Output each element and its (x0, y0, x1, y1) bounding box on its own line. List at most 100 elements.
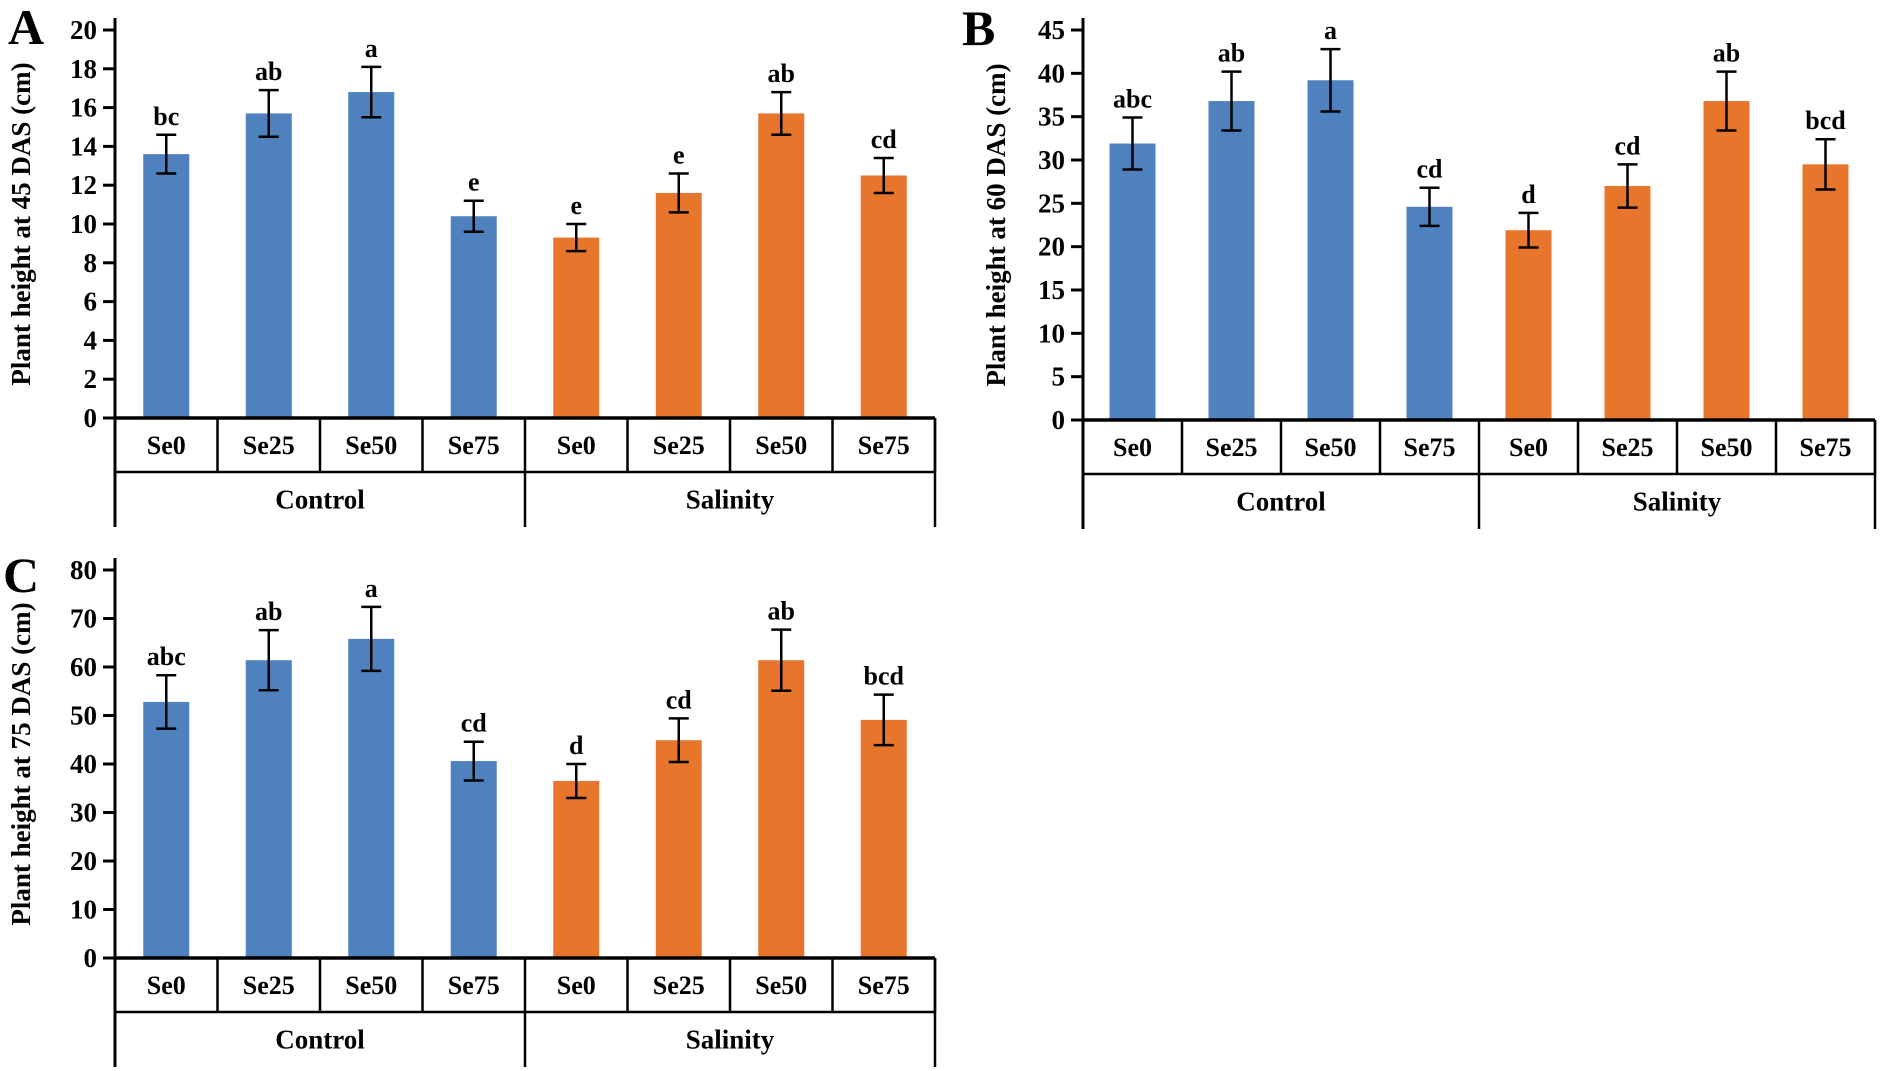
x-category-label: Se0 (557, 971, 596, 1000)
y-tick-label: 80 (70, 555, 97, 585)
y-tick-label: 2 (84, 364, 98, 394)
x-category-label: Se75 (858, 431, 910, 460)
y-tick-label: 5 (1052, 362, 1066, 392)
x-category-label: Se0 (557, 431, 596, 460)
sig-letter: a (1324, 16, 1337, 45)
x-category-label: Se0 (147, 971, 186, 1000)
x-category-label: Se25 (653, 431, 705, 460)
chart-A: A Plant height at 45 DAS (cm) 0 2 4 6 8 10 12 14 1… (6, 0, 937, 527)
bar-salinity-se50 (758, 660, 805, 958)
panel-label: B (962, 0, 995, 56)
y-tick-label: 0 (1052, 405, 1066, 435)
y-tick-label: 35 (1038, 102, 1065, 132)
x-category-label: Se0 (1113, 433, 1152, 462)
y-tick-label: 10 (1038, 318, 1065, 348)
sig-letter: ab (1713, 39, 1740, 68)
x-category-label: Se50 (345, 971, 397, 1000)
x-category-label: Se75 (1800, 433, 1852, 462)
y-axis-title: Plant height at 60 DAS (cm) (981, 63, 1011, 386)
sig-letter: bcd (864, 662, 905, 691)
y-tick-label: 40 (70, 749, 97, 779)
x-category-label: Se50 (755, 431, 807, 460)
sig-letter: cd (461, 709, 488, 738)
x-category-label: Se25 (1602, 433, 1654, 462)
sig-letter: abc (1113, 85, 1152, 114)
sig-letter: cd (871, 125, 898, 154)
y-tick-label: 10 (70, 209, 97, 239)
x-category-label: Se50 (1701, 433, 1753, 462)
x-category-label: Se50 (345, 431, 397, 460)
bar-salinity-se75 (860, 719, 907, 958)
bar-salinity-se0 (553, 780, 600, 958)
y-axis-title: Plant height at 45 DAS (cm) (6, 62, 36, 385)
y-tick-label: 0 (84, 943, 98, 973)
sig-letter: cd (1417, 155, 1444, 184)
bar-salinity-se25 (655, 740, 702, 958)
sig-letter: e (468, 168, 480, 197)
y-tick-label: 15 (1038, 275, 1065, 305)
x-category-label: Se0 (147, 431, 186, 460)
x-category-label: Se75 (1404, 433, 1456, 462)
sig-letter: ab (255, 597, 282, 626)
bar-control-se50 (348, 638, 395, 958)
bar-salinity-se50 (758, 113, 805, 419)
y-tick-label: 20 (1038, 232, 1065, 262)
y-tick-label: 4 (84, 325, 98, 355)
y-tick-label: 45 (1038, 15, 1065, 45)
chart-B: B Plant height at 60 DAS (cm) 0 5 10 15 20 25 30… (962, 0, 1877, 529)
panel-B: B Plant height at 60 DAS (cm) 0 5 10 15 20 25 30… (950, 0, 1898, 540)
bar-salinity-se0 (553, 237, 600, 418)
y-tick-label: 10 (70, 895, 97, 925)
sig-letter: cd (1615, 131, 1642, 160)
bar-control-se50 (348, 92, 395, 418)
x-category-label: Se25 (243, 971, 295, 1000)
group-label-control: Control (1236, 487, 1326, 517)
group-label-salinity: Salinity (1633, 487, 1722, 517)
bar-control-se0 (143, 701, 190, 958)
bar-control-se75 (450, 216, 497, 418)
y-tick-label: 0 (84, 403, 98, 433)
bar-salinity-se25 (1604, 186, 1651, 420)
x-category-label: Se75 (858, 971, 910, 1000)
y-tick-label: 20 (70, 846, 97, 876)
y-tick-label: 50 (70, 701, 97, 731)
sig-letter: bcd (1805, 106, 1846, 135)
x-category-label: Se0 (1509, 433, 1548, 462)
y-tick-label: 14 (70, 131, 97, 161)
bar-control-se25 (245, 113, 292, 419)
y-tick-label: 18 (70, 54, 97, 84)
x-category-label: Se75 (448, 431, 500, 460)
bar-salinity-se0 (1505, 230, 1552, 420)
group-label-salinity: Salinity (686, 485, 775, 515)
group-label-salinity: Salinity (686, 1025, 775, 1055)
panel-label: A (8, 0, 44, 55)
y-tick-label: 30 (70, 798, 97, 828)
sig-letter: a (365, 34, 378, 63)
sig-letter: ab (1218, 39, 1245, 68)
panel-A: A Plant height at 45 DAS (cm) 0 2 4 6 8 10 12 14 1… (0, 0, 950, 540)
y-axis-title: Plant height at 75 DAS (cm) (6, 602, 36, 925)
sig-letter: ab (255, 57, 282, 86)
y-tick-label: 20 (70, 15, 97, 45)
y-tick-label: 16 (70, 93, 97, 123)
bar-control-se75 (1406, 206, 1453, 420)
sig-letter: a (365, 574, 378, 603)
sig-letter: e (673, 141, 685, 170)
sig-letter: ab (768, 597, 795, 626)
panel-C: C Plant height at 75 DAS (cm) 0 10 20 30 40 50 6… (0, 535, 950, 1071)
sig-letter: e (570, 191, 582, 220)
sig-letter: d (1521, 180, 1536, 209)
y-tick-label: 8 (84, 248, 98, 278)
x-category-label: Se25 (243, 431, 295, 460)
bar-control-se0 (1109, 143, 1156, 421)
bar-control-se25 (1208, 101, 1255, 421)
bar-control-se0 (143, 154, 190, 418)
bar-salinity-se75 (1802, 164, 1849, 420)
x-category-label: Se50 (755, 971, 807, 1000)
y-tick-label: 70 (70, 604, 97, 634)
x-category-label: Se25 (1206, 433, 1258, 462)
y-tick-label: 30 (1038, 145, 1065, 175)
group-label-control: Control (275, 1025, 365, 1055)
